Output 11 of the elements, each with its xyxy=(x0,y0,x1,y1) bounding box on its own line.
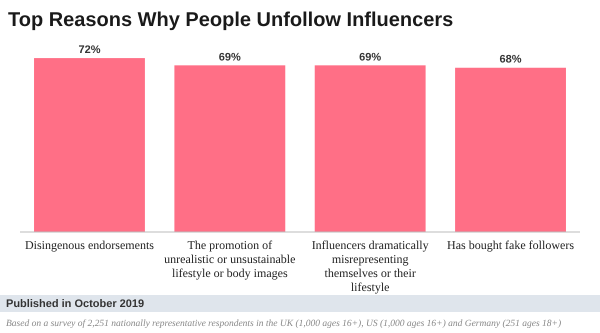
data-label: 69% xyxy=(218,51,242,64)
text: Based on a survey of 2,251 nationally representative respondents in the UK (1,000 ages 16+), US (1,000 ages 16+) and Germany (251 ages 18+) xyxy=(6,319,562,329)
data-label: 72% xyxy=(78,44,101,56)
data-label: 69% xyxy=(359,51,382,64)
chart-title: Top Reasons Why People Unfollow Influencers xyxy=(8,9,454,31)
data-label: 68% xyxy=(500,54,522,66)
x-tick-label: Disingenous endorsements xyxy=(24,238,154,252)
text: Published in October 2019 xyxy=(6,298,144,310)
x-tick-label: The promotion of unrealistic or unsustainable lifestyle or body images xyxy=(164,238,296,280)
x-tick-label: Has bought fake followers xyxy=(447,238,574,252)
x-tick-label: Influencers dramatically misrepresenting themselves or their lifestyle xyxy=(312,238,429,294)
